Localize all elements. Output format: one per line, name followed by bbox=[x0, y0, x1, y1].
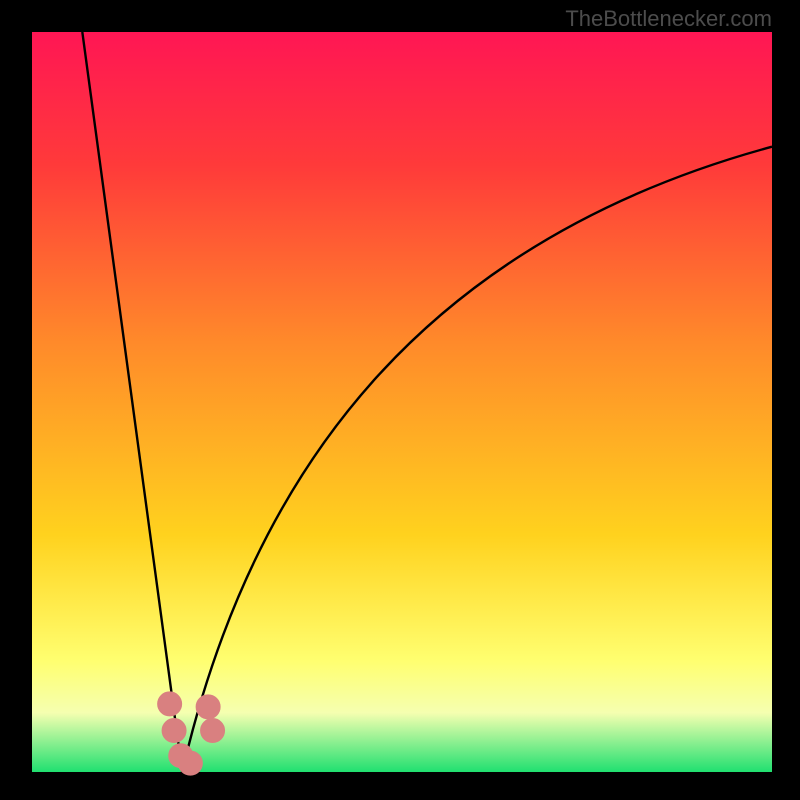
plot-area bbox=[32, 32, 772, 772]
watermark-text: TheBottlenecker.com bbox=[565, 6, 772, 32]
chart-frame: TheBottlenecker.com bbox=[0, 0, 800, 800]
